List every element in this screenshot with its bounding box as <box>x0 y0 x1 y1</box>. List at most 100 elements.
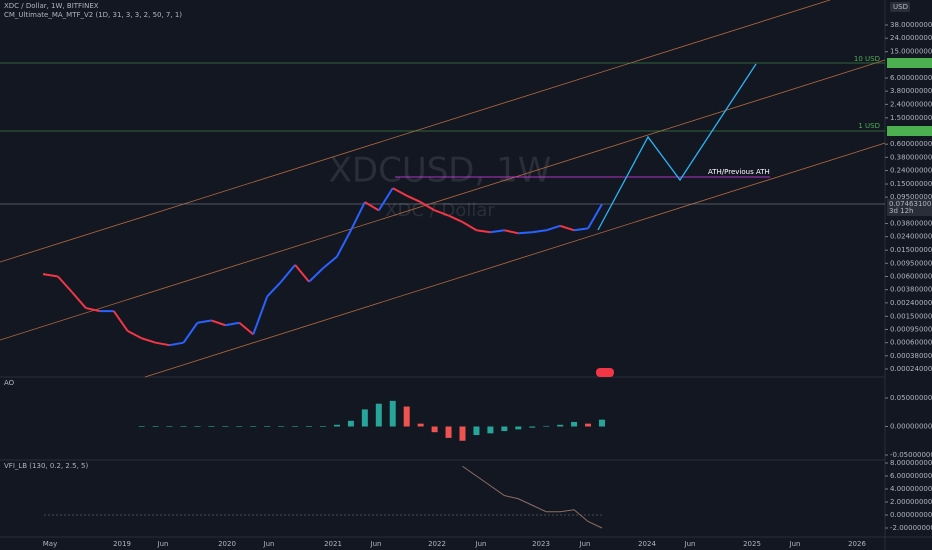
candle <box>71 291 87 309</box>
ao-bar <box>152 426 159 427</box>
y-tick-label: 0.00150000 <box>890 312 932 320</box>
y-tick-label: 0.60000000 <box>890 140 932 148</box>
candle <box>364 201 380 212</box>
price-box <box>887 199 932 216</box>
y-tick-label: 1.50000000 <box>890 114 932 122</box>
y-tick-label: 0.00024000 <box>890 365 932 373</box>
y-tick-label: 15.00000000 <box>890 48 932 56</box>
channel-line <box>144 142 886 378</box>
x-tick-label: Jun <box>684 540 696 548</box>
ao-bar <box>599 419 605 427</box>
y-tick-label: 3.80000000 <box>890 87 932 95</box>
ao-bar <box>473 426 480 436</box>
x-tick-label: Jun <box>157 540 169 548</box>
ao-bar <box>292 426 299 427</box>
y-tick-label: 0.02400000 <box>890 233 932 241</box>
flag <box>596 368 614 377</box>
candle <box>322 255 338 270</box>
y-tick-label: 4.00000000 <box>890 485 932 493</box>
y-tick-label: 0.00095000 <box>890 325 932 333</box>
x-tick-label: 2022 <box>428 540 446 548</box>
currency-button[interactable] <box>890 2 910 12</box>
ao-bar <box>501 426 508 432</box>
ao-bar <box>431 426 438 433</box>
x-tick-label: Jun <box>370 540 382 548</box>
x-tick-label: 2023 <box>532 540 550 548</box>
y-tick-label: 0.00000000 <box>890 511 932 519</box>
y-tick-label: 8.00000000 <box>890 459 932 467</box>
currency[interactable]: USD <box>893 3 908 11</box>
y-tick-label: 0.00060000 <box>890 339 932 347</box>
ao-bar <box>320 426 326 427</box>
x-tick-label: 2025 <box>743 540 761 548</box>
candle <box>211 319 226 327</box>
candle <box>545 224 561 232</box>
x-tick-label: 2021 <box>324 540 342 548</box>
ao-bar <box>417 423 424 427</box>
ao-bar <box>208 426 215 427</box>
candle <box>406 194 422 203</box>
watermark-sub: XDC / Dollar <box>385 200 495 221</box>
candle <box>420 201 436 212</box>
ao-bar <box>529 426 536 428</box>
y-tick-label: 2.40000000 <box>890 100 932 108</box>
level-box <box>887 126 932 136</box>
ao-bar <box>571 421 578 427</box>
channel-line <box>0 59 886 341</box>
candle <box>350 201 366 231</box>
y-tick-label: 0.38000000 <box>890 153 932 161</box>
level-label: 1 USD <box>858 122 880 130</box>
ao-bar <box>138 426 145 427</box>
y-tick-label: 0.00950000 <box>890 259 932 267</box>
candle <box>112 310 129 332</box>
ath-label: ATH/Previous ATH <box>708 168 770 176</box>
candle <box>448 214 463 223</box>
level-box <box>887 58 932 68</box>
y-tick-label: 0.00038000 <box>890 352 932 360</box>
candle <box>280 264 296 283</box>
y-tick-label: 0.09500000 <box>890 193 932 201</box>
symbol: XDC / Dollar, 1W, BITFINEX <box>4 2 99 10</box>
level-label: 10 USD <box>854 55 880 63</box>
y-tick-label: 0.00000000 <box>890 423 932 431</box>
candle <box>434 209 449 217</box>
ao-title: AO <box>4 379 15 387</box>
candle <box>490 229 505 234</box>
candle <box>461 221 477 232</box>
y-tick-label: 0.24000000 <box>890 167 932 175</box>
price-box-label: 0.07463100 <box>889 200 931 208</box>
projection <box>597 63 757 231</box>
y-tick-label: -0.05000000 <box>890 451 932 459</box>
ao-bar <box>389 400 396 427</box>
candle <box>336 229 352 258</box>
ao-bar <box>194 426 201 427</box>
candle <box>238 321 254 336</box>
candle <box>85 307 101 313</box>
y-tick-label: 38.00000000 <box>890 21 932 29</box>
candle <box>43 273 59 278</box>
y-tick-label: 0.05000000 <box>890 394 932 402</box>
y-tick-label: 0.15000000 <box>890 180 932 188</box>
candle <box>559 224 575 232</box>
candle <box>518 231 533 235</box>
countdown: 3d 12h <box>889 207 913 215</box>
x-tick-label: 2026 <box>848 540 866 548</box>
y-tick-label: 0.03800000 <box>890 219 932 227</box>
y-tick-label: 0.00380000 <box>890 286 932 294</box>
y-tick-label: 0.00600000 <box>890 273 932 281</box>
candle <box>225 321 240 327</box>
candle <box>476 229 491 234</box>
y-tick-label: 0.01500000 <box>890 246 932 254</box>
candle <box>169 341 184 347</box>
ao-bar <box>515 426 522 430</box>
ao-bar <box>222 426 229 427</box>
y-tick-label: 6.00000000 <box>890 74 932 82</box>
ao-bar <box>333 424 340 427</box>
ao-bar <box>236 426 243 427</box>
ao-bar <box>306 426 313 427</box>
candle <box>252 296 269 335</box>
ao-bar <box>278 426 285 427</box>
y-tick-label: 24.00000000 <box>890 34 932 42</box>
